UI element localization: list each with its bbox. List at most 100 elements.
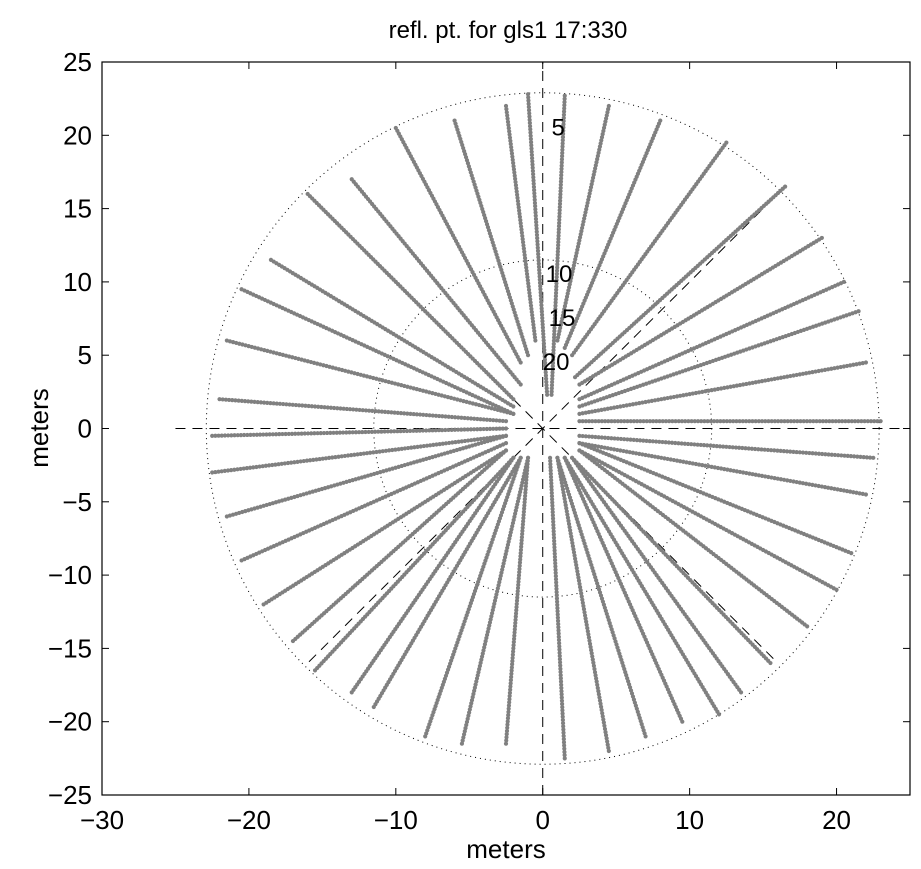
reflection-point	[559, 692, 564, 697]
reflection-point	[637, 401, 642, 406]
reflection-track	[577, 433, 876, 460]
reflection-point	[534, 232, 540, 238]
reflection-point	[860, 360, 865, 366]
reflection-point	[364, 451, 370, 456]
reflection-point	[332, 405, 337, 411]
y-tick-label: 5	[78, 340, 92, 370]
reflection-point	[599, 407, 604, 412]
reflection-point	[570, 269, 575, 274]
reflection-point	[415, 444, 420, 449]
reflection-point	[509, 668, 514, 673]
reflection-point	[585, 629, 590, 634]
reflection-point	[603, 116, 609, 121]
reflection-point	[693, 461, 699, 467]
reflection-point	[566, 521, 572, 527]
reflection-point	[504, 107, 509, 112]
reflection-point	[296, 431, 301, 436]
reflection-point	[443, 427, 448, 433]
reflection-point	[504, 728, 510, 734]
reflection-point	[293, 402, 299, 408]
reflection-point	[318, 431, 323, 436]
reflection-point	[395, 429, 400, 434]
reflection-point	[248, 432, 253, 437]
reflection-point	[810, 370, 815, 375]
reflection-point	[252, 399, 257, 404]
reflection-point	[357, 407, 362, 413]
reflection-point	[509, 674, 514, 680]
reflection-track	[577, 441, 854, 556]
reflection-point	[542, 351, 547, 356]
reflection-point	[763, 474, 768, 479]
reflection-point	[630, 402, 636, 407]
reflection-point	[797, 372, 802, 377]
reflection-point	[804, 419, 810, 424]
reflection-point	[788, 419, 794, 424]
reflection-point	[287, 402, 292, 407]
reflection-point	[561, 115, 566, 121]
reflection-point	[510, 154, 515, 159]
reflection-point	[255, 400, 260, 405]
reflection-point	[589, 648, 594, 653]
reflection-point	[424, 412, 429, 418]
reflection-point	[558, 325, 563, 331]
reflection-point	[527, 117, 532, 122]
reflection-point	[555, 599, 560, 604]
reflection-point	[360, 408, 365, 413]
reflection-point	[562, 756, 567, 761]
reflection-point	[462, 415, 467, 421]
reflection-point	[531, 325, 536, 330]
reflection-point	[420, 428, 426, 433]
reflection-point	[500, 426, 505, 431]
reflection-point	[743, 419, 749, 424]
reflection-point	[601, 717, 606, 722]
reflection-point	[857, 491, 862, 496]
reflection-point	[527, 294, 532, 299]
reflection-point	[398, 429, 403, 434]
reflection-point	[520, 233, 525, 239]
reflection-point	[556, 243, 561, 248]
reflection-point	[583, 210, 588, 215]
reflection-point	[631, 437, 636, 442]
reflection-point	[673, 440, 678, 446]
reflection-point	[671, 394, 676, 400]
x-tick-label: −30	[80, 805, 124, 835]
reflection-point	[578, 588, 583, 593]
reflection-point	[577, 238, 582, 243]
reflection-point	[289, 460, 294, 465]
reflection-point	[862, 419, 867, 424]
reflection-point	[785, 419, 790, 424]
reflection-point	[558, 179, 564, 184]
reflection-point	[465, 438, 471, 443]
reflection-point	[283, 431, 288, 437]
reflection-point	[518, 221, 523, 226]
reflection-point	[708, 443, 713, 448]
reflection-point	[602, 435, 608, 440]
reflection-point	[213, 469, 218, 475]
reflection-point	[554, 287, 559, 292]
reflection-point	[530, 165, 535, 170]
reflection-point	[779, 419, 784, 424]
reflection-point	[556, 239, 561, 245]
reflection-point	[519, 538, 524, 543]
reflection-point	[703, 389, 708, 394]
reflection-point	[558, 182, 563, 187]
reflection-point	[520, 522, 525, 527]
reflection-point	[863, 492, 869, 497]
reflection-point	[577, 433, 582, 438]
reflection-point	[558, 195, 563, 200]
reflection-point	[242, 432, 247, 438]
reflection-point	[599, 138, 604, 143]
reflection-point	[583, 419, 588, 424]
reflection-point	[399, 446, 404, 451]
reflection-point	[276, 462, 281, 467]
reflection-point	[763, 419, 768, 424]
reflection-point	[654, 419, 659, 424]
reflection-track	[577, 448, 810, 629]
reflection-point	[702, 419, 707, 424]
reflection-point	[597, 698, 603, 703]
reflection-point	[552, 554, 558, 560]
reflection-point	[526, 95, 531, 100]
reflection-point	[523, 490, 528, 495]
reflection-point	[312, 668, 318, 673]
reflection-point	[643, 734, 648, 739]
